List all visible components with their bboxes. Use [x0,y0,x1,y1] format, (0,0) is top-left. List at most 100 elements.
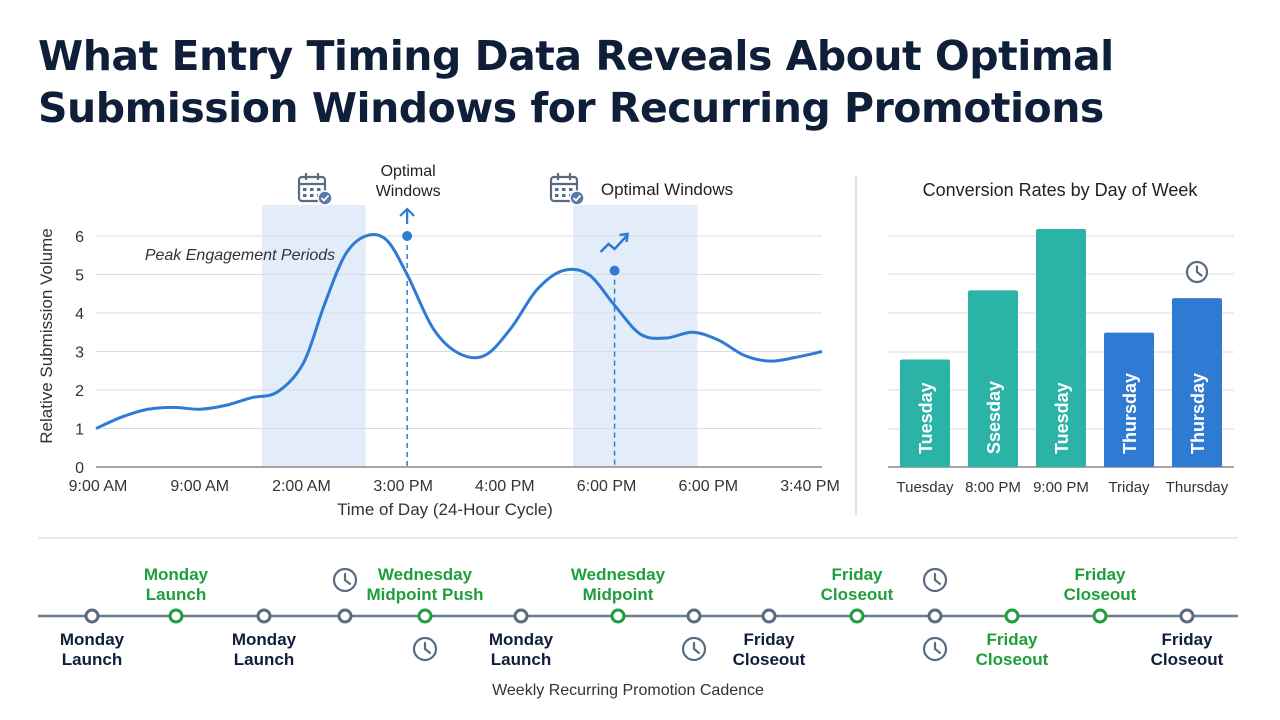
timeline-label: Monday [60,630,125,649]
calendar-day [555,188,559,191]
timeline-node [927,608,943,624]
calendar-day [310,188,314,191]
calendar-day [562,194,566,197]
timeline-label: Launch [234,650,294,669]
clock-icon [332,567,358,593]
bar-label: Ssesday [984,381,1004,454]
timeline-label: Friday [831,565,883,584]
bar-4 [1104,332,1154,467]
y-tick-label: 1 [75,422,84,439]
clock-icon [922,636,948,662]
clock-hands [343,572,352,585]
timeline-node [1179,608,1195,624]
category-label: Tuesday [897,479,954,496]
x-tick-label: 6:00 PM [678,478,738,495]
timeline-caption: Weekly Recurring Promotion Cadence [492,682,764,699]
peak-point [402,231,413,241]
timeline-label: Midpoint [583,585,654,604]
clock-icon [412,636,438,662]
bar-chart: Conversion Rates by Day of Week Tuesday Tu… [888,180,1234,496]
calendar-icon [297,173,333,206]
milestone-node [168,608,184,624]
up-arrow-head [399,207,415,217]
calendar-frame [297,175,327,203]
line-chart: 0 1 2 3 4 5 6 9:00 AM 9:00 AM 2:00 AM 3:00 PM 4:00 … [37,163,840,519]
timeline-label: Closeout [733,650,806,669]
timeline-node [513,608,529,624]
x-tick-label: 9:00 AM [69,478,128,495]
check-badge [569,190,585,206]
y-tick-label: 4 [75,306,84,323]
bar-label: Thursday [1120,373,1140,454]
category-label: 9:00 PM [1033,479,1089,496]
timeline-label: Launch [146,585,206,604]
timeline-node [761,608,777,624]
milestone-node [849,608,865,624]
calendar-day [310,194,314,197]
check-mark [572,194,582,202]
clock-hands [692,641,701,654]
calendar-day [569,188,573,191]
clock-icon [681,636,707,662]
region-label: Peak Engagement Periods [145,247,335,264]
y-tick-label: 5 [75,268,84,285]
region-label: Optimal Windows [601,180,733,199]
milestone-node [1092,608,1108,624]
timeline-label: Friday [1074,565,1126,584]
timeline-label: Friday [986,630,1038,649]
check-badge [317,190,333,206]
series-line [95,232,823,430]
calendar-day [555,194,559,197]
calendar-frame [549,175,579,203]
timeline-label: Closeout [821,585,894,604]
milestone-node [1004,608,1020,624]
x-tick-label: 9:00 AM [170,478,229,495]
bar-label: Tuesday [916,382,936,454]
timeline-label: Launch [491,650,551,669]
x-tick-label: 6:00 PM [577,478,637,495]
x-tick-label: 4:00 PM [475,478,535,495]
timeline-label: Closeout [1064,585,1137,604]
annotation-label: Optimal [381,163,436,180]
milestone-node [610,608,626,624]
category-label: 8:00 PM [965,479,1021,496]
clock-hands [1195,265,1203,277]
timeline-label: Closeout [1151,650,1224,669]
calendar-day [317,188,321,191]
timeline-label: Launch [62,650,122,669]
category-label: Thursday [1166,479,1229,496]
timeline-node [256,608,272,624]
clock-icon [1185,260,1209,284]
category-label: Triday [1108,479,1150,496]
timeline-label: Midpoint Push [366,585,483,604]
title-line-1: What Entry Timing Data Reveals About Opt… [38,32,1114,80]
y-tick-label: 0 [75,460,84,477]
bar-3 [1036,229,1086,467]
y-tick-label: 3 [75,345,84,362]
clock-hands [933,572,942,585]
calendar-day [562,188,566,191]
y-tick-label: 6 [75,229,84,246]
bar-2 [968,290,1018,467]
calendar-day [303,188,307,191]
check-mark [320,194,330,202]
calendar-day [303,194,307,197]
page-title: What Entry Timing Data Reveals About Opt… [38,30,1238,134]
timeline-label: Friday [743,630,795,649]
timeline-label: Monday [489,630,554,649]
chart-title: Conversion Rates by Day of Week [923,180,1199,200]
x-tick-label: 2:00 AM [272,478,331,495]
timeline-label: Closeout [976,650,1049,669]
annotation-label: Windows [376,183,441,200]
y-tick-label: 2 [75,383,84,400]
y-axis-title: Relative Submission Volume [37,228,56,443]
timeline-node [84,608,100,624]
trend-arrow-icon [599,235,628,253]
x-axis-title: Time of Day (24-Hour Cycle) [337,500,553,519]
clock-hands [423,641,432,654]
title-line-2: Submission Windows for Recurring Promoti… [38,84,1104,132]
timeline-label: Wednesday [378,565,473,584]
timeline-node [337,608,353,624]
